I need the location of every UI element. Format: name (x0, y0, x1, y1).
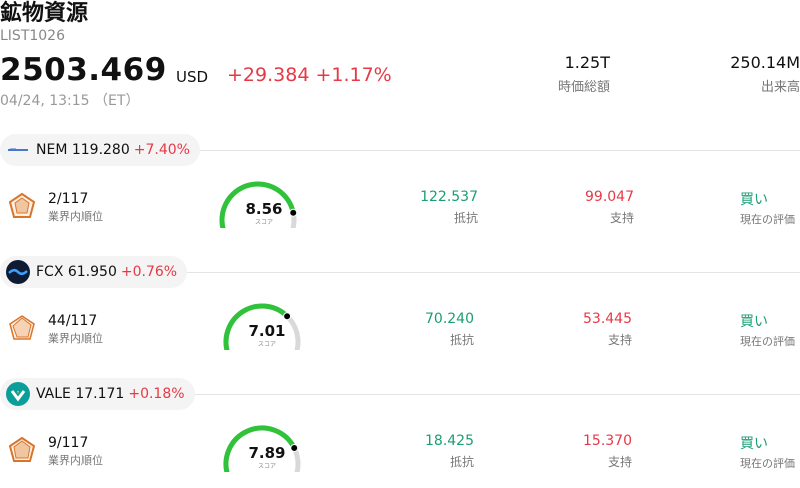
industry-rank: 44/117 (48, 313, 98, 329)
gauge-fill (223, 303, 290, 350)
market-cap-value: 1.25T (564, 53, 610, 72)
support-value: 99.047 (585, 189, 634, 205)
freeport-logo (6, 260, 30, 284)
page-title: 鉱物資源 (0, 1, 89, 26)
score-label: スコア (254, 219, 273, 226)
volume-label: 出来高 (760, 80, 800, 95)
resistance-label: 抵抗 (449, 455, 474, 469)
gauge-fill (219, 181, 296, 228)
rating-label: 現在の評価 (740, 457, 795, 470)
divider (192, 394, 800, 395)
score-gauge (223, 425, 301, 472)
rank-pentagon-icon (9, 315, 35, 340)
currency: USD (176, 68, 209, 86)
rank-pentagon-icon (8, 436, 36, 462)
resistance-value: 18.425 (425, 433, 474, 449)
support-label: 支持 (609, 211, 634, 225)
company-pill-nem[interactable]: NEM 119.280 +7.40% (0, 134, 200, 166)
index-price: 2503.469 (0, 52, 167, 88)
resistance-value: 122.537 (420, 189, 478, 205)
ticker-price: NEM 119.280 (36, 142, 130, 158)
industry-rank-label: 業界内順位 (48, 454, 103, 467)
score-label: スコア (257, 341, 276, 348)
pct-change: +0.76% (120, 264, 178, 280)
company-pill-vale[interactable]: VALE 17.171 +0.18% (0, 378, 195, 410)
score-label: スコア (257, 463, 276, 470)
score-value: 8.56 (245, 200, 283, 218)
rating-value: 買い (740, 192, 768, 208)
score-gauge (219, 181, 298, 228)
support-label: 支持 (607, 333, 632, 347)
newmont-logo (6, 138, 30, 162)
gauge-fill (223, 425, 297, 472)
pct-change: +7.40% (133, 142, 190, 158)
timestamp: 04/24, 13:15 （ET） (0, 93, 140, 109)
support-value: 53.445 (583, 311, 632, 327)
gauge-marker (289, 208, 298, 217)
score-value: 7.89 (248, 444, 286, 462)
divider (196, 150, 800, 151)
rating-value: 買い (740, 314, 768, 330)
price-change: +29.384 +1.17% (227, 64, 392, 86)
volume: 250.14M 出来高 (680, 53, 800, 95)
ticker-price: FCX 61.950 (36, 264, 117, 280)
gauge-marker (290, 443, 299, 452)
score-gauge (223, 303, 301, 350)
resistance-value: 70.240 (425, 311, 474, 327)
industry-rank-label: 業界内順位 (48, 332, 103, 345)
score-value: 7.01 (248, 322, 286, 340)
market-cap: 1.25T 時価総額 (490, 53, 610, 95)
rating-label: 現在の評価 (740, 213, 795, 226)
gauge-marker (283, 312, 292, 321)
resistance-label: 抵抗 (449, 333, 474, 347)
ticker-price: VALE 17.171 (36, 386, 125, 402)
support-label: 支持 (607, 455, 632, 469)
rating-value: 買い (740, 436, 768, 452)
market-cap-label: 時価総額 (557, 80, 610, 95)
vale-logo (6, 382, 30, 406)
rank-pentagon-icon (8, 192, 36, 218)
resistance-label: 抵抗 (453, 211, 478, 225)
rating-label: 現在の評価 (740, 335, 795, 348)
pct-change: +0.18% (128, 386, 185, 402)
industry-rank-label: 業界内順位 (48, 210, 103, 223)
volume-value: 250.14M (730, 53, 800, 72)
divider (184, 272, 800, 273)
industry-rank: 2/117 (48, 191, 89, 207)
industry-rank: 9/117 (48, 435, 89, 451)
company-pill-fcx[interactable]: FCX 61.950 +0.76% (0, 256, 188, 288)
support-value: 15.370 (583, 433, 632, 449)
index-code: LIST1026 (0, 28, 65, 44)
